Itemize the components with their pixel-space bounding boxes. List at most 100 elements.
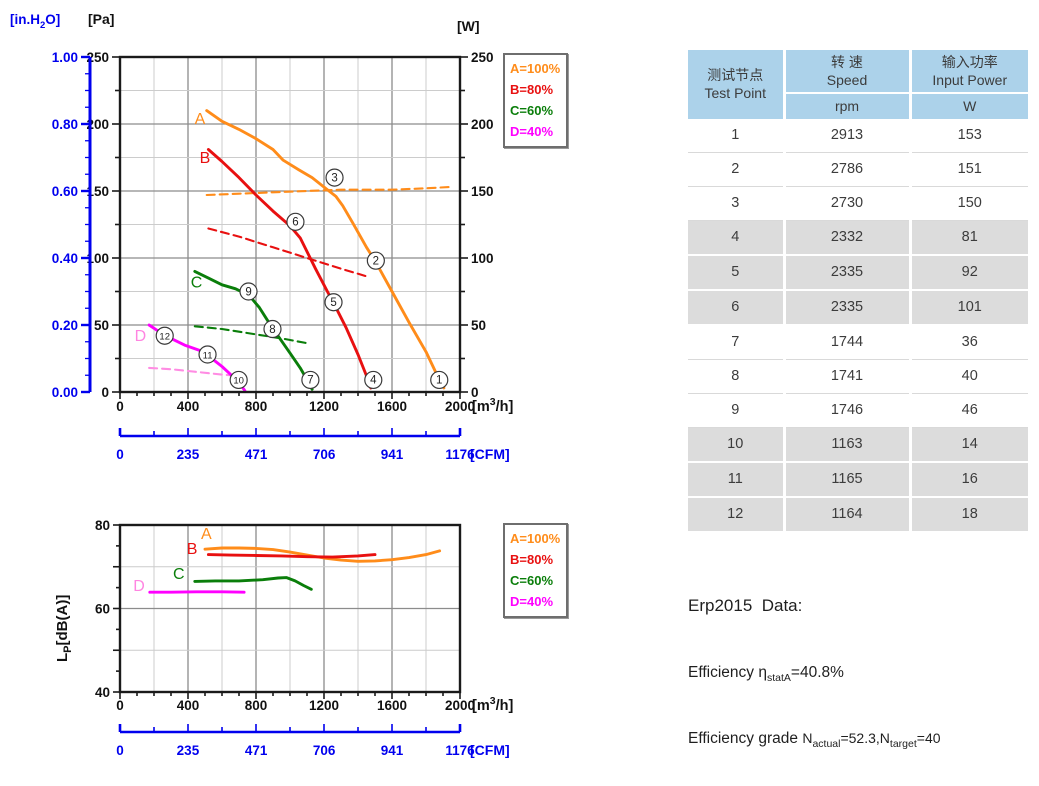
pa-tick-label: 0 <box>101 385 109 400</box>
flow-tick-label: 1200 <box>309 698 339 713</box>
inh2o-tick-label: 0.80 <box>52 117 78 132</box>
power-cell: 46 <box>910 393 1028 428</box>
svg-text:5: 5 <box>330 297 336 309</box>
curve-marker-8: 8 <box>263 319 282 339</box>
col-header-input-power: 输入功率 Input Power <box>910 50 1028 94</box>
curve-label-B: B <box>200 150 211 167</box>
legend-item: C=60% <box>510 103 553 118</box>
legend: A=100% B=80% C=60% D=40% <box>503 53 569 148</box>
db-tick-label: 80 <box>95 518 110 533</box>
col-header-test-point: 测试节点 Test Point <box>688 50 786 119</box>
power-cell: 14 <box>910 427 1028 463</box>
curve-marker-2: 2 <box>366 251 385 270</box>
flow-tick-label: 2000 <box>445 698 475 713</box>
speed-cell: 2335 <box>784 254 912 291</box>
inh2o-tick-label: 1.00 <box>52 50 78 65</box>
curve-marker-4: 4 <box>364 370 383 390</box>
w-tick-label: 100 <box>471 251 494 266</box>
test-point-cell: 6 <box>688 289 786 326</box>
erp-title: Erp2015 Data: <box>688 596 803 615</box>
header-power-en: Input Power <box>932 72 1008 89</box>
speed-cell: 1165 <box>784 461 912 498</box>
w-unit-label: [W] <box>457 18 480 34</box>
series-C-power-dashed <box>193 325 312 345</box>
curve-marker-9: 9 <box>239 282 258 301</box>
curve-marker-6: 6 <box>286 212 305 231</box>
curve-marker-3: 3 <box>325 168 344 187</box>
power-cell: 151 <box>910 152 1028 187</box>
curve-label-D: D <box>133 578 145 595</box>
cfm-tick-label: 941 <box>381 447 404 462</box>
cfm-tick-label: 706 <box>313 743 336 758</box>
flow-tick-label: 1600 <box>377 698 407 713</box>
curve-marker-5: 5 <box>324 293 343 312</box>
speed-cell: 2335 <box>784 289 912 326</box>
power-cell: 40 <box>910 359 1028 394</box>
table-row: 9 1746 46 <box>688 393 1028 428</box>
series-C-noise <box>193 576 313 591</box>
table-row: 3 2730 150 <box>688 186 1028 221</box>
curve-marker-11: 11 <box>198 345 217 364</box>
curve-marker-12: 12 <box>155 326 174 345</box>
flow-tick-label: 800 <box>245 399 268 414</box>
legend-item: D=40% <box>510 124 553 139</box>
test-point-cell: 12 <box>688 496 786 533</box>
header-speed-zh: 转 速 <box>831 54 863 70</box>
pa-tick-label: 200 <box>86 117 109 132</box>
speed-cell: 1164 <box>784 496 912 533</box>
power-unit-header: W <box>910 92 1028 119</box>
flow-tick-label: 400 <box>177 698 200 713</box>
inh2o-tick-label: 0.40 <box>52 251 78 266</box>
power-cell: 101 <box>910 289 1028 326</box>
series-A <box>205 109 446 390</box>
series-B-power-dashed <box>207 227 370 278</box>
test-point-cell: 4 <box>688 220 786 256</box>
w-tick-label: 150 <box>471 184 494 199</box>
w-tick-label: 0 <box>471 385 479 400</box>
table-row: 10 1163 14 <box>688 427 1028 463</box>
db-axis-title: LP[dB(A)] <box>54 595 74 662</box>
curve-label-B: B <box>187 541 198 558</box>
flow-tick-label: 0 <box>116 698 124 713</box>
table-row: 1 2913 153 <box>688 118 1028 153</box>
curve-label-C: C <box>191 274 203 291</box>
cfm-tick-label: 1176 <box>445 447 475 462</box>
inh2o-tick-label: 0.60 <box>52 184 78 199</box>
power-cell: 92 <box>910 254 1028 291</box>
speed-cell: 2730 <box>784 186 912 221</box>
power-cell: 81 <box>910 220 1028 256</box>
pa-tick-label: 50 <box>94 318 109 333</box>
test-point-table: 测试节点 Test Point 转 速 Speed 输入功率 Input Pow… <box>688 50 1028 533</box>
test-point-cell: 7 <box>688 324 786 360</box>
header-test-point-zh: 测试节点 <box>707 67 764 84</box>
test-point-cell: 8 <box>688 359 786 394</box>
speed-cell: 2913 <box>784 118 912 153</box>
power-cell: 16 <box>910 461 1028 498</box>
cfm-tick-label: 706 <box>313 447 336 462</box>
speed-unit-header: rpm <box>784 92 912 119</box>
svg-text:8: 8 <box>269 324 275 336</box>
header-power-zh: 输入功率 <box>941 54 998 70</box>
cfm-unit-label: [CFM] <box>470 742 510 758</box>
db-tick-label: 40 <box>95 685 110 700</box>
flow-tick-label: 0 <box>116 399 124 414</box>
test-point-cell: 1 <box>688 118 786 153</box>
curve-label-A: A <box>195 111 206 128</box>
svg-text:2: 2 <box>373 255 379 267</box>
table-row: 11 1165 16 <box>688 461 1028 498</box>
speed-cell: 1163 <box>784 427 912 463</box>
flow-unit-label: [m3/h] <box>472 396 513 415</box>
axis-ticks <box>112 56 468 399</box>
pa-tick-label: 100 <box>86 251 109 266</box>
w-tick-label: 50 <box>471 318 486 333</box>
erp-grade-line: Efficiency grade Nactual=52.3,Ntarget=40 <box>688 730 941 750</box>
flow-tick-label: 1200 <box>309 399 339 414</box>
test-point-cell: 11 <box>688 461 786 498</box>
test-point-cell: 3 <box>688 186 786 221</box>
inh2o-tick-label: 0.00 <box>52 385 78 400</box>
legend-item: B=80% <box>510 82 553 97</box>
header-speed-en: Speed <box>826 72 868 89</box>
curve-label-C: C <box>173 566 185 583</box>
